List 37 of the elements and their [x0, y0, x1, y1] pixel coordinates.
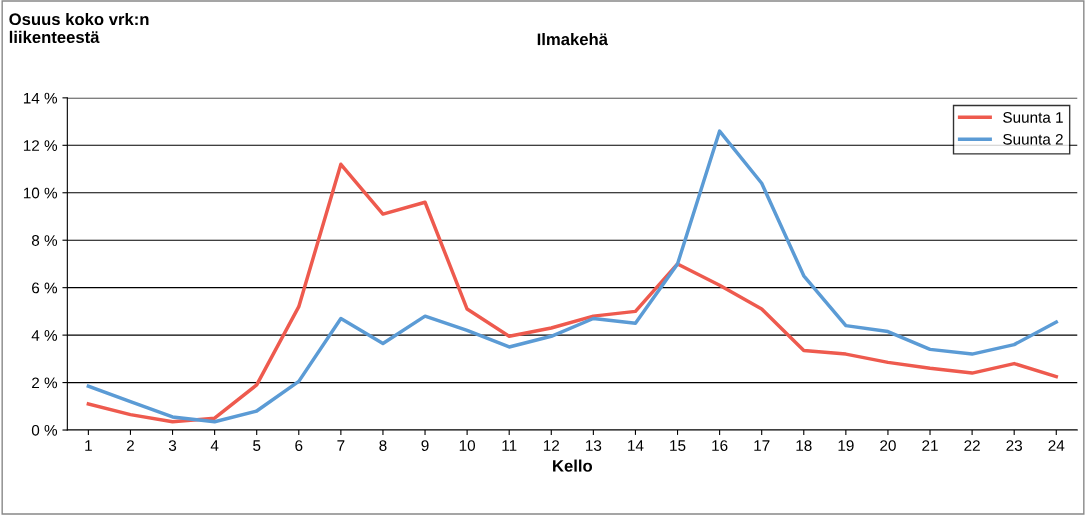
x-tick-label: 5	[253, 440, 261, 451]
x-tick-label: 15	[670, 440, 686, 451]
x-tick-label: 21	[922, 440, 938, 451]
x-tick-label: 10	[459, 440, 476, 451]
x-tick-label: 23	[1006, 440, 1023, 451]
x-tick-label: 8	[379, 440, 387, 451]
x-tick-label: 11	[502, 440, 517, 451]
x-tick-label: 14	[628, 440, 644, 451]
x-tick-label: 20	[880, 440, 896, 451]
x-tick-label: 12	[543, 440, 560, 451]
x-tick-label: 13	[586, 440, 602, 451]
x-tick-label: 17	[754, 440, 770, 451]
y-tick-label: 4 %	[31, 330, 58, 341]
x-tick-label: 18	[796, 440, 812, 451]
y-axis-title: Osuus koko vrk:n liikenteestä	[9, 12, 149, 44]
x-tick-label: 19	[838, 440, 854, 451]
y-tick-label: 2 %	[32, 377, 58, 389]
y-tick-label: 0 %	[31, 424, 58, 436]
x-tick-label: 4	[210, 440, 219, 451]
legend-label: Suunta 1	[1003, 112, 1063, 123]
x-tick-label: 24	[1048, 440, 1065, 451]
x-tick-label: 6	[295, 440, 303, 451]
x-axis-title: Kello	[553, 459, 593, 472]
x-tick-label: 3	[168, 440, 177, 451]
chart-title: Ilmakehä	[537, 32, 609, 46]
legend-label: Suunta 2	[1003, 133, 1063, 145]
y-tick-label: 14 %	[23, 92, 58, 104]
y-tick-label: 8 %	[31, 235, 58, 246]
y-tick-label: 12 %	[23, 140, 58, 151]
x-tick-label: 16	[712, 440, 728, 451]
x-tick-label: 2	[126, 440, 134, 451]
y-tick-label: 6 %	[32, 282, 58, 294]
y-tick-label: 10 %	[23, 187, 58, 199]
x-tick-label: 9	[421, 440, 429, 451]
x-tick-label: 22	[964, 440, 980, 451]
x-tick-label: 1	[85, 440, 92, 451]
x-tick-label: 7	[337, 440, 345, 451]
